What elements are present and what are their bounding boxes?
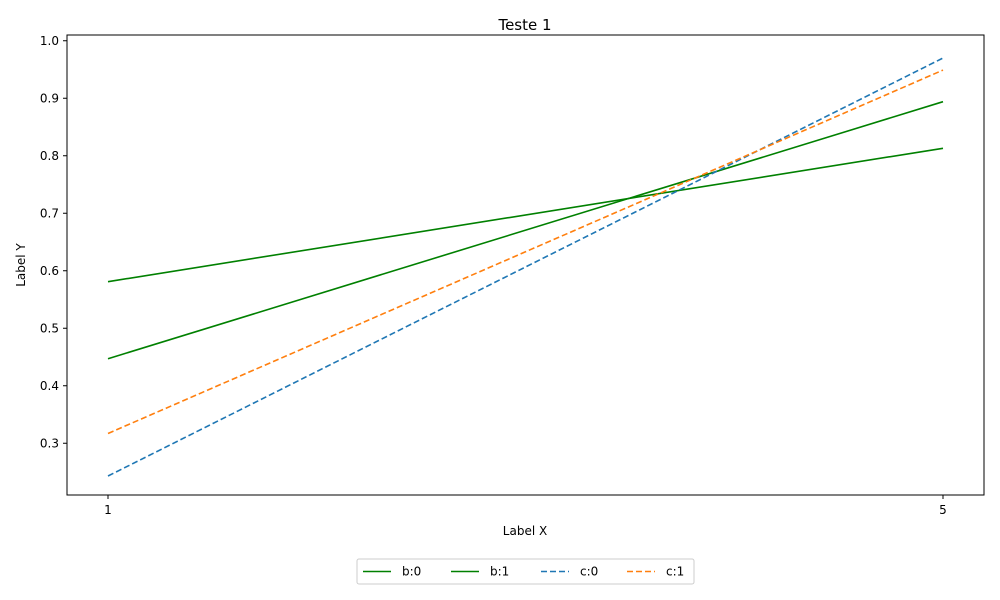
- y-tick-label: 0.8: [40, 149, 59, 163]
- x-tick-label: 1: [104, 503, 112, 517]
- series-lines: [107, 57, 944, 477]
- legend-label: c:0: [580, 565, 598, 579]
- series-line-c-1: [107, 69, 944, 435]
- chart-title: Teste 1: [497, 16, 551, 34]
- legend-label: c:1: [666, 565, 684, 579]
- y-tick-label: 0.7: [40, 206, 59, 220]
- legend-label: b:0: [402, 565, 421, 579]
- y-axis: 0.3 0.4 0.5 0.6 0.7 0.8 0.9 1.0: [40, 34, 67, 450]
- x-axis-label: Label X: [503, 524, 547, 538]
- y-tick-label: 0.3: [40, 436, 59, 450]
- plot-area: [66, 34, 985, 496]
- series-line-b-0: [107, 147, 944, 283]
- y-axis-label: Label Y: [14, 243, 28, 287]
- y-tick-label: 0.4: [40, 379, 59, 393]
- y-tick-label: 0.6: [40, 264, 59, 278]
- legend-label: b:1: [490, 565, 509, 579]
- y-tick-label: 0.5: [40, 321, 59, 335]
- y-tick-label: 0.9: [40, 91, 59, 105]
- legend: b:0 b:1 c:0 c:1: [356, 558, 695, 585]
- series-line-c-0: [107, 57, 944, 477]
- y-tick-label: 1.0: [40, 34, 59, 48]
- x-tick-label: 5: [939, 503, 947, 517]
- series-line-b-1: [107, 100, 944, 360]
- legend-frame: [356, 558, 695, 585]
